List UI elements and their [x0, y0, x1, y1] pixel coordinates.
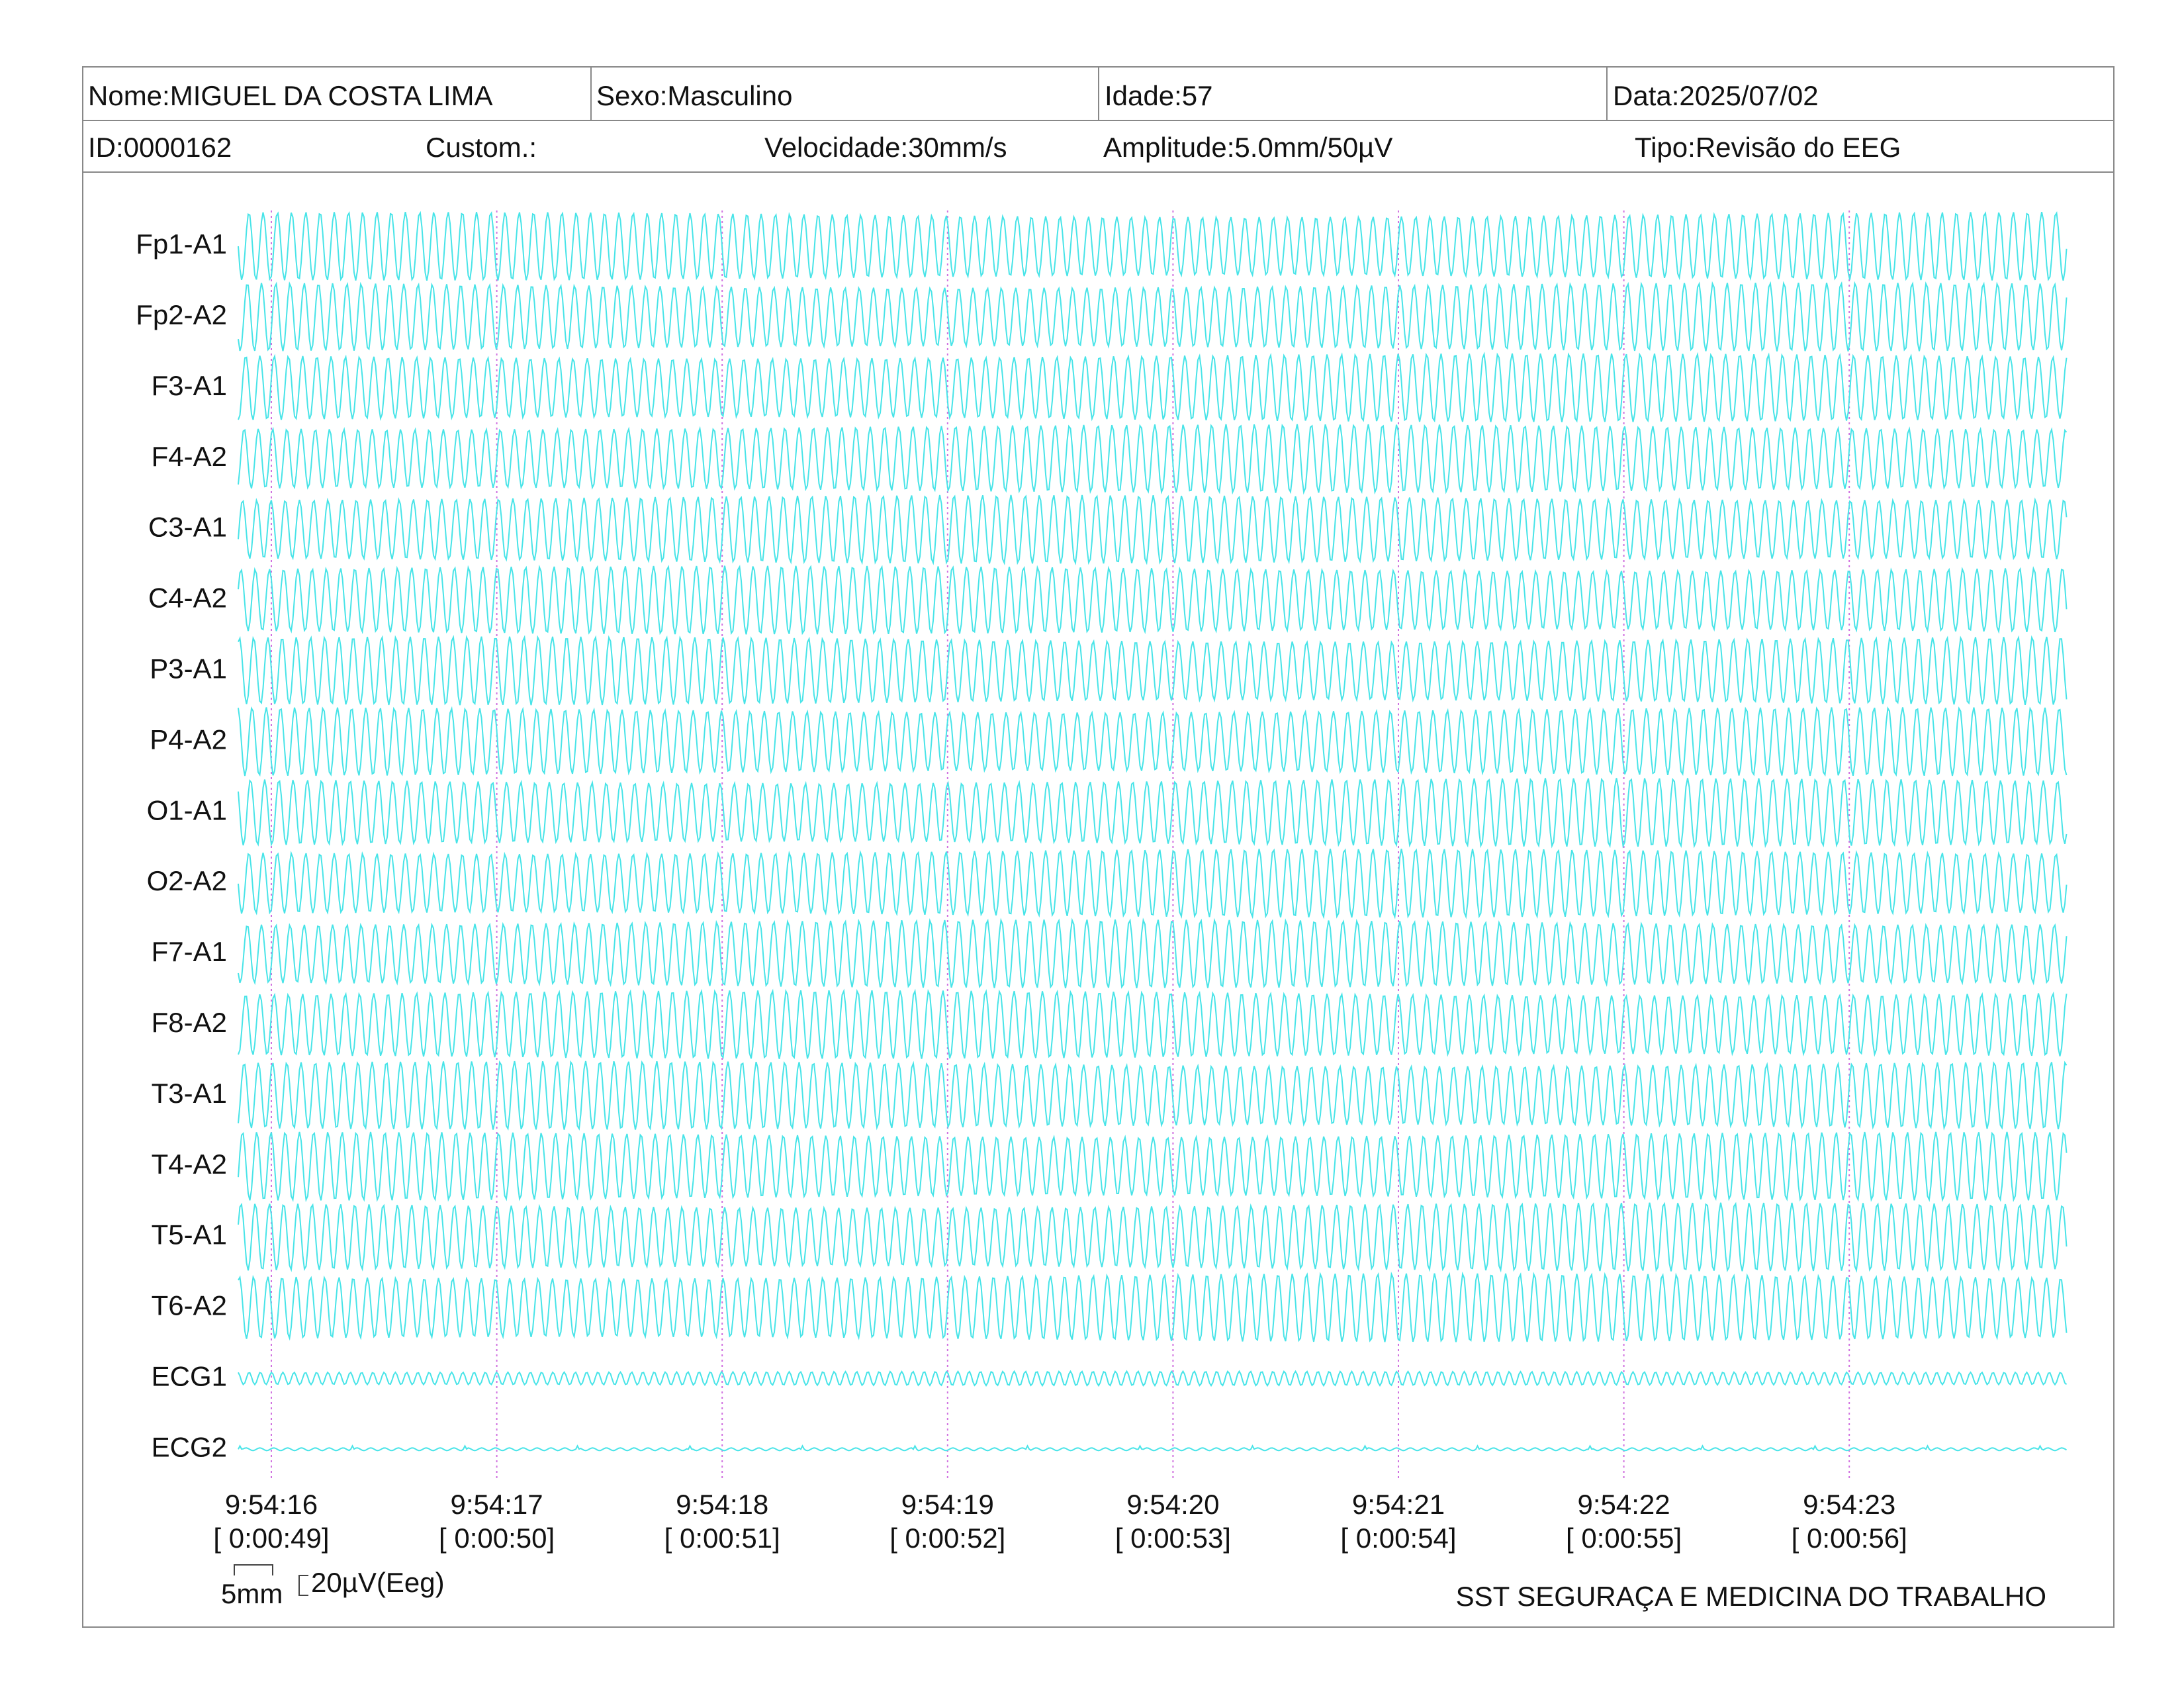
- header-field: Sexo:Masculino: [596, 80, 792, 111]
- waveform: [238, 1370, 2068, 1387]
- channel-label: C3-A1: [148, 512, 227, 543]
- waveform: [238, 281, 2068, 352]
- time-label: 9:54:22: [1578, 1489, 1670, 1520]
- time-label: 9:54:19: [901, 1489, 994, 1520]
- elapsed-label: [ 0:00:51]: [664, 1523, 780, 1554]
- header-field: Amplitude:5.0mm/50µV: [1103, 132, 1392, 163]
- waveform: [238, 1131, 2068, 1202]
- channel-label: T5-A1: [152, 1219, 227, 1250]
- waveform: [238, 706, 2068, 777]
- waveform: [238, 424, 2068, 495]
- elapsed-label: [ 0:00:50]: [439, 1523, 555, 1554]
- waveform: [238, 494, 2068, 566]
- elapsed-label: [ 0:00:52]: [889, 1523, 1005, 1554]
- channel-label: ECG1: [152, 1360, 227, 1391]
- header-field: Nome:MIGUEL DA COSTA LIMA: [88, 80, 492, 111]
- time-label: 9:54:18: [676, 1489, 768, 1520]
- waveform: [238, 1060, 2068, 1131]
- header-field: Tipo:Revisão do EEG: [1635, 132, 1901, 163]
- channel-label: F4-A2: [152, 441, 227, 472]
- time-label: 9:54:23: [1803, 1489, 1895, 1520]
- channel-label: O2-A2: [147, 865, 227, 896]
- channel-label: Fp1-A1: [136, 228, 227, 259]
- channel-label: T4-A2: [152, 1149, 227, 1180]
- content: Nome:MIGUEL DA COSTA LIMA Sexo:Masculino I…: [88, 80, 2068, 1612]
- time-label: 9:54:16: [225, 1489, 318, 1520]
- channel-label: P3-A1: [150, 653, 227, 684]
- scale-amplitude: 20µV(Eeg): [311, 1567, 445, 1598]
- waveform: [238, 211, 2068, 282]
- channel-label: O1-A1: [147, 794, 227, 825]
- header-field: Velocidade:30mm/s: [764, 132, 1007, 163]
- scale-bar: [234, 1564, 273, 1575]
- elapsed-label: [ 0:00:49]: [213, 1523, 329, 1554]
- waveform: [238, 917, 2068, 989]
- channel-label: Fp2-A2: [136, 299, 227, 330]
- scale-bar: [298, 1575, 308, 1596]
- channel-label: ECG2: [152, 1431, 227, 1462]
- waveform: [238, 635, 2068, 706]
- waveform: [238, 777, 2068, 849]
- elapsed-label: [ 0:00:53]: [1115, 1523, 1231, 1554]
- waveform: [238, 848, 2068, 919]
- footer: SST SEGURAÇA E MEDICINA DO TRABALHO: [1456, 1581, 2046, 1612]
- elapsed-label: [ 0:00:56]: [1792, 1523, 1907, 1554]
- channel-label: T3-A1: [152, 1078, 227, 1109]
- channel-label: F7-A1: [152, 936, 227, 967]
- waveform: [238, 352, 2068, 423]
- header-field: Idade:57: [1105, 80, 1213, 111]
- time-label: 9:54:20: [1126, 1489, 1219, 1520]
- time-label: 9:54:17: [451, 1489, 543, 1520]
- channel-label: F8-A2: [152, 1007, 227, 1038]
- time-label: 9:54:21: [1352, 1489, 1445, 1520]
- waveform: [238, 988, 2068, 1060]
- waveform: [238, 1201, 2068, 1273]
- header-field: ID:0000162: [88, 132, 232, 163]
- header-field: Custom.:: [426, 132, 537, 163]
- channel-label: C4-A2: [148, 583, 227, 614]
- channel-label: F3-A1: [152, 370, 227, 401]
- header-field: Data:2025/07/02: [1613, 80, 1819, 111]
- waveform: [238, 1271, 2068, 1342]
- elapsed-label: [ 0:00:55]: [1566, 1523, 1682, 1554]
- elapsed-label: [ 0:00:54]: [1340, 1523, 1456, 1554]
- channel-label: T6-A2: [152, 1290, 227, 1321]
- scale-length: 5mm: [221, 1578, 283, 1609]
- waveform: [238, 1444, 2068, 1452]
- waveform: [238, 564, 2068, 635]
- channel-label: P4-A2: [150, 724, 227, 755]
